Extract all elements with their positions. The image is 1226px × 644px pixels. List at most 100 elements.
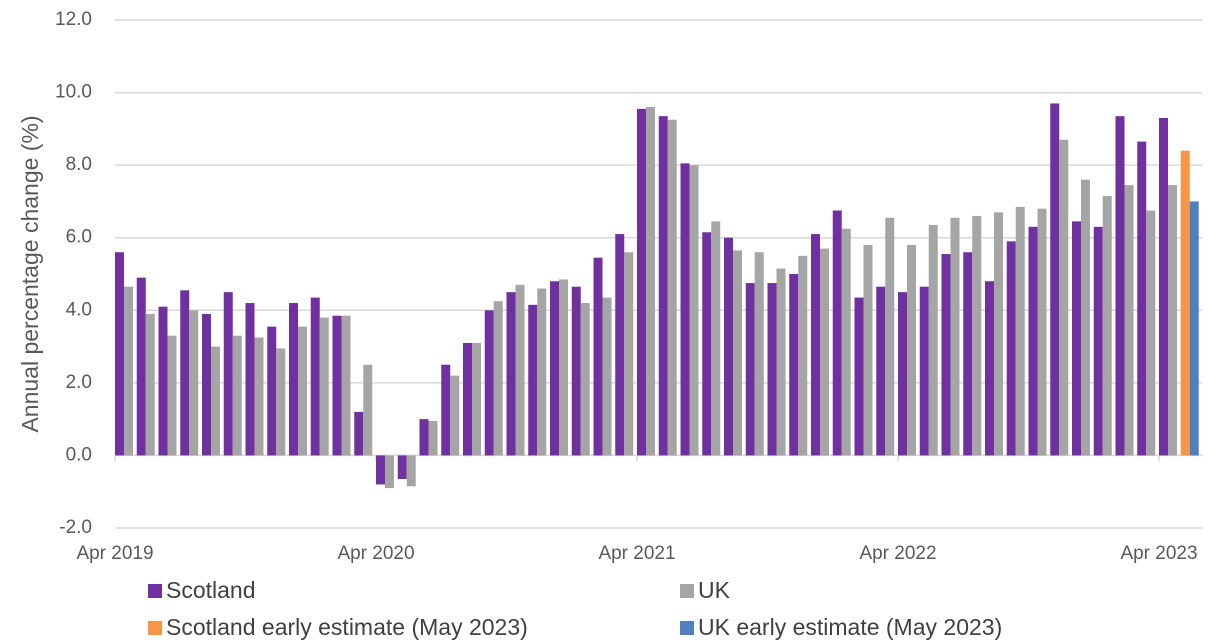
bar bbox=[397, 455, 407, 480]
bar bbox=[419, 419, 429, 456]
bar bbox=[493, 301, 503, 456]
bar bbox=[745, 283, 755, 456]
bar bbox=[571, 286, 581, 456]
bar bbox=[354, 411, 364, 456]
bar bbox=[907, 244, 916, 456]
bar bbox=[376, 455, 385, 485]
bar bbox=[963, 252, 973, 456]
bar bbox=[180, 290, 190, 456]
bar bbox=[637, 108, 646, 456]
bar bbox=[898, 292, 907, 456]
bar bbox=[406, 455, 416, 487]
bar bbox=[1015, 206, 1025, 456]
legend-swatch bbox=[680, 621, 694, 635]
bar bbox=[1180, 150, 1190, 456]
bar bbox=[232, 335, 242, 456]
bar bbox=[1059, 139, 1069, 456]
legend-label: Scotland bbox=[166, 577, 256, 603]
y-tick-label: 0.0 bbox=[66, 444, 92, 465]
bar bbox=[341, 315, 351, 456]
bar bbox=[158, 306, 168, 456]
bar bbox=[441, 364, 451, 456]
bar bbox=[463, 342, 472, 456]
bar bbox=[115, 252, 124, 456]
bar bbox=[428, 420, 438, 456]
bar bbox=[245, 303, 255, 456]
bar bbox=[733, 250, 742, 456]
bar bbox=[985, 281, 994, 456]
x-tick-label: Apr 2021 bbox=[598, 543, 675, 564]
bar bbox=[385, 455, 394, 489]
bar bbox=[189, 310, 199, 456]
bar bbox=[223, 292, 233, 456]
legend-swatch bbox=[148, 584, 162, 598]
bar bbox=[254, 337, 264, 456]
bar bbox=[1115, 116, 1125, 456]
bar bbox=[680, 163, 690, 456]
legend-label: Scotland early estimate (May 2023) bbox=[166, 614, 528, 640]
bar bbox=[646, 107, 655, 456]
y-tick-label: 6.0 bbox=[66, 227, 92, 248]
bar bbox=[832, 210, 842, 456]
bar bbox=[919, 286, 929, 456]
bar bbox=[767, 283, 777, 456]
legend: Scotland UK Scotland early estimate (May 2… bbox=[148, 577, 1002, 640]
bar bbox=[624, 252, 634, 456]
bar bbox=[1093, 226, 1103, 456]
bar bbox=[602, 297, 612, 456]
x-tick-label: Apr 2023 bbox=[1120, 543, 1197, 564]
bar bbox=[754, 252, 764, 456]
bar bbox=[789, 274, 799, 456]
bar bbox=[202, 313, 211, 456]
bar bbox=[658, 116, 668, 456]
bar bbox=[593, 257, 603, 456]
bar bbox=[724, 237, 733, 456]
bar bbox=[1102, 195, 1112, 456]
x-tick-label: Apr 2020 bbox=[337, 543, 414, 564]
bar bbox=[515, 284, 525, 456]
y-tick-label: 2.0 bbox=[66, 372, 92, 393]
bar bbox=[1050, 103, 1060, 456]
bar bbox=[876, 286, 886, 456]
bar bbox=[702, 232, 712, 456]
bar bbox=[972, 215, 982, 456]
bar bbox=[450, 375, 460, 456]
legend-swatch bbox=[680, 584, 694, 598]
bar bbox=[537, 288, 547, 456]
y-tick-label: 4.0 bbox=[66, 299, 92, 320]
bar bbox=[310, 297, 320, 456]
bar bbox=[580, 303, 590, 456]
bar bbox=[1124, 185, 1134, 456]
bar bbox=[994, 212, 1003, 456]
x-tick-label: Apr 2019 bbox=[76, 543, 153, 564]
bar bbox=[267, 326, 277, 456]
legend-label: UK early estimate (May 2023) bbox=[698, 614, 1002, 640]
bar bbox=[1168, 185, 1177, 456]
bar bbox=[863, 244, 873, 456]
bar bbox=[484, 310, 494, 456]
y-axis-label: Annual percentage change (%) bbox=[17, 115, 43, 432]
legend-swatch bbox=[148, 621, 162, 635]
bar bbox=[363, 364, 373, 456]
bar bbox=[667, 119, 677, 456]
bar bbox=[928, 225, 938, 456]
bar bbox=[124, 286, 133, 456]
bar bbox=[1006, 241, 1016, 456]
bar bbox=[1081, 179, 1090, 456]
bar bbox=[798, 255, 808, 456]
bar bbox=[841, 228, 851, 456]
bar bbox=[506, 292, 516, 456]
bar bbox=[615, 234, 625, 456]
bar bbox=[820, 248, 829, 456]
bar bbox=[1146, 210, 1156, 456]
bar bbox=[950, 217, 960, 456]
bar bbox=[689, 165, 699, 456]
y-tick-label: -2.0 bbox=[59, 517, 92, 538]
bar bbox=[1159, 117, 1168, 456]
bar bbox=[550, 281, 559, 456]
bar bbox=[1037, 208, 1047, 456]
bar bbox=[1137, 141, 1147, 456]
y-tick-label: 12.0 bbox=[55, 9, 92, 30]
bar bbox=[472, 342, 481, 456]
bar bbox=[289, 303, 298, 456]
